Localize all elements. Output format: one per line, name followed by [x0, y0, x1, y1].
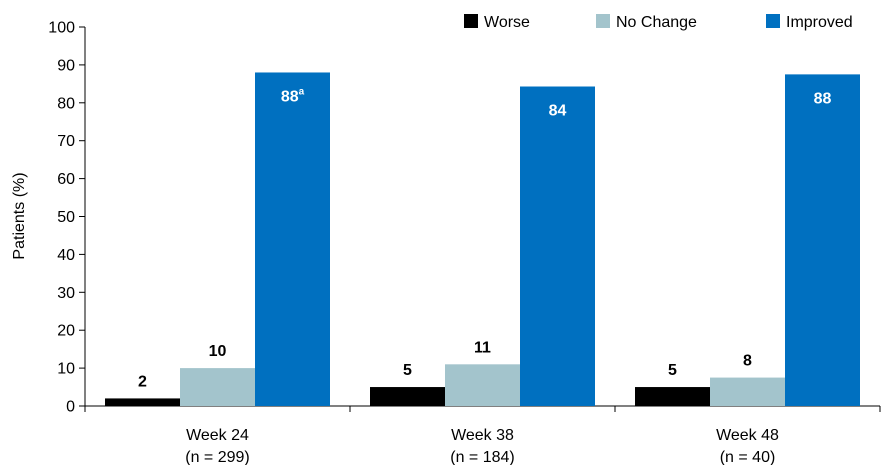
x-category-sublabel: (n = 299) [185, 449, 249, 465]
y-tick-label: 0 [66, 399, 75, 416]
legend-label: Worse [484, 14, 530, 31]
y-tick-label: 30 [57, 285, 75, 302]
legend-label: No Change [616, 14, 697, 31]
data-label-superscript: a [299, 86, 305, 97]
legend-swatch [464, 14, 478, 28]
bar-no-change [710, 377, 785, 406]
x-category-sublabel: (n = 40) [720, 449, 776, 465]
y-tick-label: 70 [57, 133, 75, 150]
bar-worse [370, 387, 445, 406]
bar-improved [785, 74, 860, 406]
data-label: 2 [138, 373, 147, 390]
x-category-label: Week 48 [716, 427, 779, 444]
data-label: 5 [668, 362, 677, 379]
y-tick-label: 80 [57, 95, 75, 112]
y-tick-label: 10 [57, 361, 75, 378]
y-tick-label: 40 [57, 247, 75, 264]
x-axis: Week 24 (n = 299) Week 38 (n = 184) Week 48 (… [84, 405, 881, 465]
legend-label: Improved [786, 14, 853, 31]
bars [105, 72, 860, 407]
x-category-label: Week 24 [186, 427, 249, 444]
bar-improved [520, 86, 595, 407]
bar-worse [635, 387, 710, 406]
y-tick-label: 90 [57, 57, 75, 74]
y-tick-label: 50 [57, 209, 75, 226]
bar-no-change [445, 364, 520, 406]
y-tick-label: 20 [57, 323, 75, 340]
x-category-label: Week 38 [451, 427, 514, 444]
legend: Worse No Change Improved [464, 14, 853, 31]
data-label: 8 [743, 353, 752, 370]
y-tick-label: 60 [57, 171, 75, 188]
legend-swatch [766, 14, 780, 28]
data-label: 84 [549, 103, 567, 120]
data-label: 5 [403, 362, 412, 379]
y-axis-title: Patients (%) [11, 172, 28, 259]
data-label: 10 [209, 343, 227, 360]
x-category-sublabel: (n = 184) [450, 449, 514, 465]
bar-no-change [180, 368, 255, 406]
legend-swatch [596, 14, 610, 28]
bar-worse [105, 398, 180, 406]
data-label: 88 [814, 90, 832, 107]
y-tick-label: 100 [48, 20, 75, 37]
data-label: 11 [474, 339, 491, 356]
y-axis: 0 10 20 30 40 50 60 70 80 90 100 [48, 20, 86, 416]
bar-improved [255, 72, 330, 406]
